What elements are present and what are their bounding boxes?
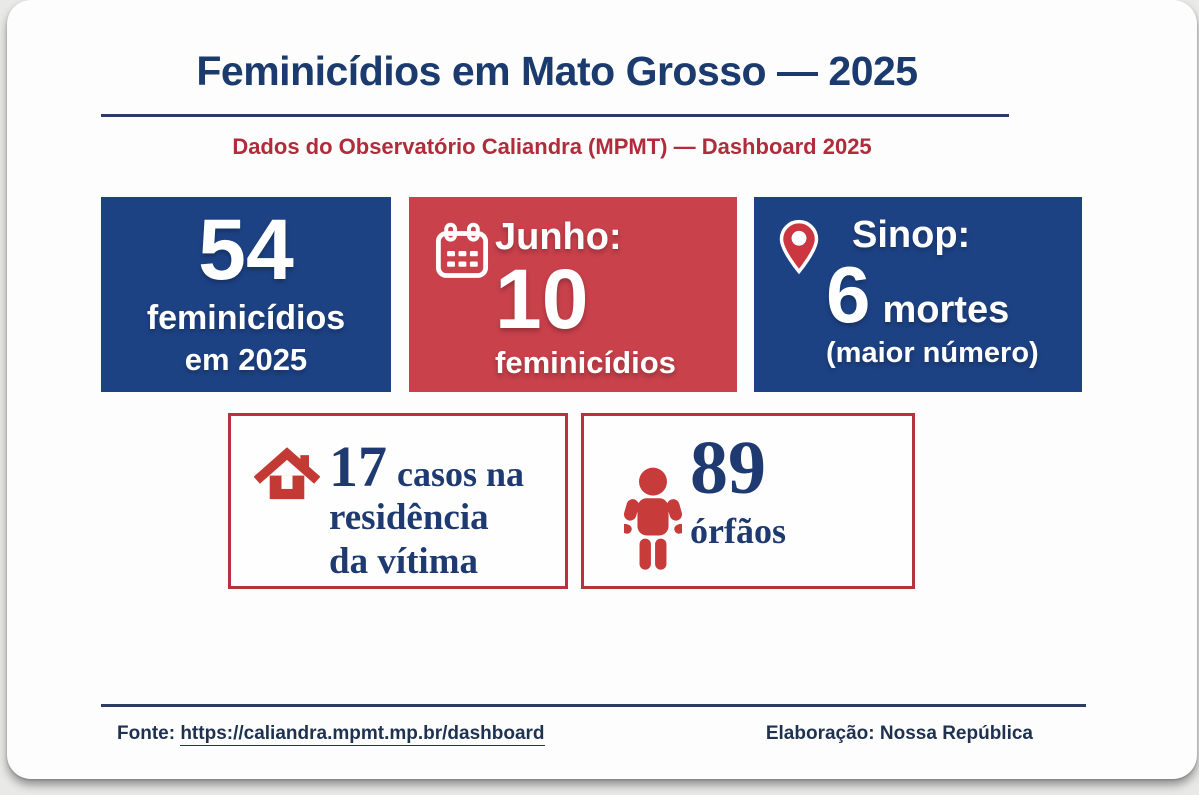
stat-card-june: Junho: 10 feminicídios: [409, 197, 737, 392]
total-line2: em 2025: [184, 341, 308, 377]
sinop-label: Sinop:: [852, 214, 971, 256]
child-icon: [620, 466, 686, 581]
total-value: 54: [198, 202, 294, 299]
orphans-value: 89: [690, 426, 766, 510]
sinop-unit: mortes: [882, 288, 1010, 331]
june-caption: feminicídios: [495, 344, 676, 380]
sinop-caption: (maior número): [826, 336, 1039, 369]
residence-text-block: 17 casos na residência da vítima: [329, 438, 524, 583]
source-link[interactable]: https://caliandra.mpmt.mp.br/dashboard: [180, 723, 545, 746]
residence-line3: da vítima: [329, 540, 479, 582]
stat-card-sinop: Sinop: 6 mortes (maior número): [754, 197, 1082, 392]
footer-credit: Elaboração: Nossa República: [765, 723, 1033, 744]
june-label: Junho:: [495, 216, 622, 258]
location-pin-icon: [778, 219, 820, 280]
stat-card-total-feminicides: 54 feminicídios em 2025: [101, 197, 391, 392]
infographic-sheet: Feminicídios em Mato Grosso — 2025 Dados…: [7, 0, 1197, 779]
page-title: Feminicídios em Mato Grosso — 2025: [196, 48, 918, 94]
total-line1: feminicídios: [146, 298, 346, 337]
orphans-text-block: 89 órfãos: [690, 430, 786, 552]
calendar-icon: [434, 222, 490, 285]
detail-card-residence: 17 casos na residência da vítima: [228, 413, 568, 589]
detail-card-orphans: 89 órfãos: [581, 413, 915, 589]
june-text-block: Junho: 10 feminicídios: [495, 216, 676, 381]
residence-line1: casos na: [397, 454, 525, 494]
june-value: 10: [495, 251, 589, 346]
title-divider: [101, 114, 1009, 117]
page-subtitle: Dados do Observatório Caliandra (MPMT) —…: [232, 134, 872, 159]
source-label: Fonte:: [117, 723, 176, 744]
orphans-label: órfãos: [690, 511, 786, 551]
residence-value: 17: [329, 434, 387, 499]
footer-divider: [101, 704, 1086, 707]
residence-line2: residência: [329, 497, 489, 538]
footer-source: Fonte: https://caliandra.mpmt.mp.br/dash…: [117, 723, 545, 746]
sinop-text-block: Sinop: 6 mortes (maior número): [826, 214, 1039, 370]
house-icon: [253, 444, 321, 509]
sinop-value: 6: [826, 249, 871, 339]
